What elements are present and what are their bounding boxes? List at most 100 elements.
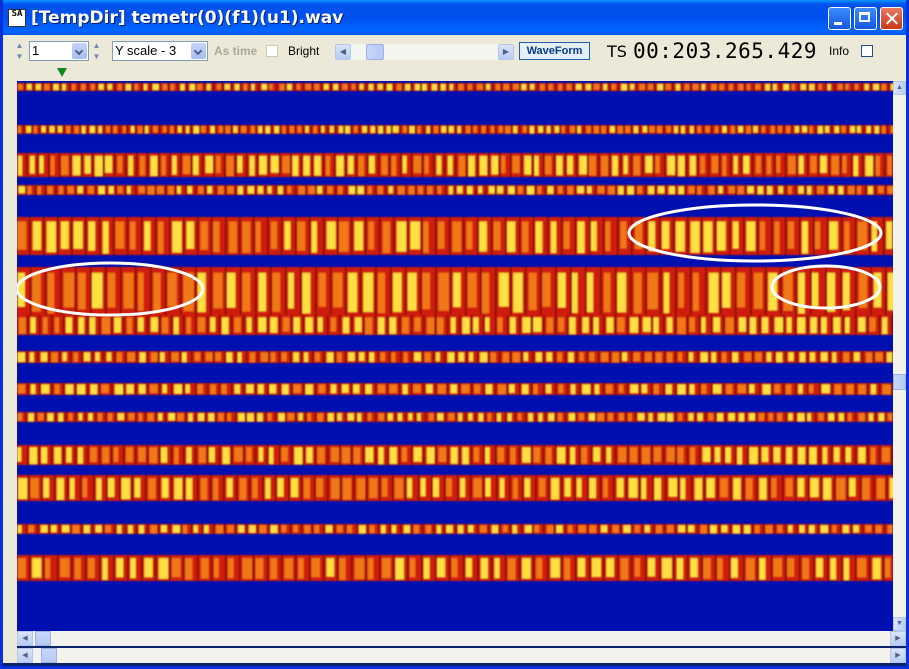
triangle-down-marker-icon[interactable] (57, 68, 67, 77)
spectrum-stripe (446, 525, 453, 533)
spectrum-gap (447, 445, 449, 465)
spectrum-stripe (887, 186, 893, 194)
bright-checkbox[interactable] (266, 45, 278, 57)
spectrum-stripe (633, 126, 638, 134)
spin-down-icon[interactable]: ▼ (92, 52, 101, 61)
timeline-scroll-thumb[interactable] (41, 648, 57, 663)
spectrum-stripe (54, 447, 62, 464)
spin-up-icon[interactable]: ▲ (92, 41, 101, 50)
spectrum-stripe (226, 478, 233, 498)
spectrum-gap (405, 267, 407, 315)
spectrum-stripe (482, 272, 490, 314)
spectrum-gap (125, 351, 127, 363)
toolbar-scrollbar[interactable]: ◀ ▶ (334, 43, 515, 61)
spectrum-gap (483, 445, 485, 465)
spectrum-gap (752, 351, 754, 363)
spectrum-stripe (377, 384, 386, 394)
spectrum-stripe (876, 478, 885, 499)
channel-spin-2-icon[interactable]: ▲ ▼ (91, 40, 102, 62)
scroll-thumb[interactable] (366, 44, 384, 60)
as-time-label[interactable]: As time (214, 44, 258, 58)
spectrum-stripe (642, 126, 648, 133)
channel-spin-icon[interactable]: ▲ ▼ (14, 40, 25, 62)
minimize-icon[interactable] (828, 7, 851, 30)
close-icon[interactable] (880, 7, 903, 30)
spectrum-stripe (490, 126, 495, 133)
spectrum-gap (245, 185, 247, 195)
spin-down-icon[interactable]: ▼ (15, 52, 24, 61)
spectrum-stripe (639, 83, 646, 90)
title-bar[interactable]: SA [TempDir] temetr(0)(f1)(u1).wav (3, 0, 906, 35)
bright-label[interactable]: Bright (288, 44, 320, 58)
spectrum-gap (855, 267, 857, 315)
horizontal-scrollbar[interactable]: ◀ ▶ (17, 631, 906, 646)
info-label[interactable]: Info (829, 44, 850, 58)
vertical-scrollbar[interactable]: ▲ ▼ (893, 81, 906, 631)
horizontal-scroll-thumb[interactable] (35, 631, 51, 646)
spectrum-stripe (137, 126, 143, 134)
chevron-down-icon[interactable] (191, 43, 206, 59)
arrow-left-icon[interactable]: ◀ (17, 631, 33, 646)
spectrum-gap (213, 153, 215, 177)
highlight-ellipse (770, 264, 882, 310)
spectrum-stripe (451, 558, 458, 578)
spectrum-gap (447, 383, 449, 395)
spectrum-stripe (509, 384, 515, 393)
spectrum-gap (605, 412, 607, 422)
spectrum-stripe (728, 186, 735, 194)
spectrum-stripe (197, 384, 204, 394)
spectrum-stripe (437, 384, 446, 394)
spectrum-stripe (567, 155, 573, 175)
spectrum-stripe (97, 413, 103, 422)
spectrum-gap (543, 125, 545, 134)
arrow-up-icon[interactable]: ▲ (893, 81, 906, 95)
app-icon: SA (8, 9, 26, 27)
spectrum-gap (415, 412, 417, 422)
spectrum-gap (27, 315, 29, 335)
arrow-right-icon[interactable]: ▶ (890, 648, 906, 663)
spectrum-stripe (688, 413, 694, 421)
spectrum-gap (287, 125, 289, 134)
spectrum-stripe (409, 126, 415, 134)
waveform-button[interactable]: WaveForm (519, 42, 590, 60)
channel-select[interactable]: 1 (29, 41, 89, 61)
arrow-right-icon[interactable]: ▶ (890, 631, 906, 646)
spectrum-gap (351, 555, 353, 581)
spectrum-gap (185, 412, 187, 422)
yscale-select[interactable]: Y scale - 3 (112, 41, 208, 61)
spectrum-gap (265, 185, 267, 195)
spectrum-gap (240, 83, 242, 91)
spectrum-stripe (730, 126, 736, 134)
spectrum-stripe (546, 352, 553, 362)
spectrum-stripe (281, 525, 287, 533)
spectrum-gap (429, 83, 431, 91)
spectrum-gap (375, 83, 377, 91)
spectrum-gap (771, 217, 773, 255)
arrow-right-icon[interactable]: ▶ (498, 44, 514, 60)
spectrum-stripe (797, 478, 805, 497)
spectrum-stripe (468, 155, 475, 177)
timeline-scrollbar[interactable]: ◀ ▶ (17, 648, 906, 663)
arrow-left-icon[interactable]: ◀ (335, 44, 351, 60)
arrow-left-icon[interactable]: ◀ (17, 648, 33, 663)
vertical-scroll-thumb[interactable] (893, 374, 906, 390)
spectrum-stripe (107, 413, 113, 422)
chevron-down-icon[interactable] (72, 43, 87, 59)
info-checkbox[interactable] (861, 45, 873, 57)
spectrum-stripe (681, 126, 685, 134)
spectrum-stripe (844, 221, 850, 254)
spectrum-stripe (612, 155, 618, 176)
spectrum-stripe (447, 155, 453, 175)
maximize-icon[interactable] (854, 7, 877, 30)
spectrum-gap (535, 185, 537, 195)
spin-up-icon[interactable]: ▲ (15, 41, 24, 50)
spectrum-gap (78, 83, 80, 91)
spectrum-gap (150, 83, 152, 91)
arrow-down-icon[interactable]: ▼ (893, 617, 906, 631)
spectrum-gap (327, 125, 329, 134)
spectrum-gap (496, 475, 498, 501)
spectrogram-view[interactable] (17, 81, 893, 631)
spectrum-gap (645, 217, 647, 255)
spectrum-gap (447, 125, 449, 134)
spectrum-gap (531, 445, 533, 465)
